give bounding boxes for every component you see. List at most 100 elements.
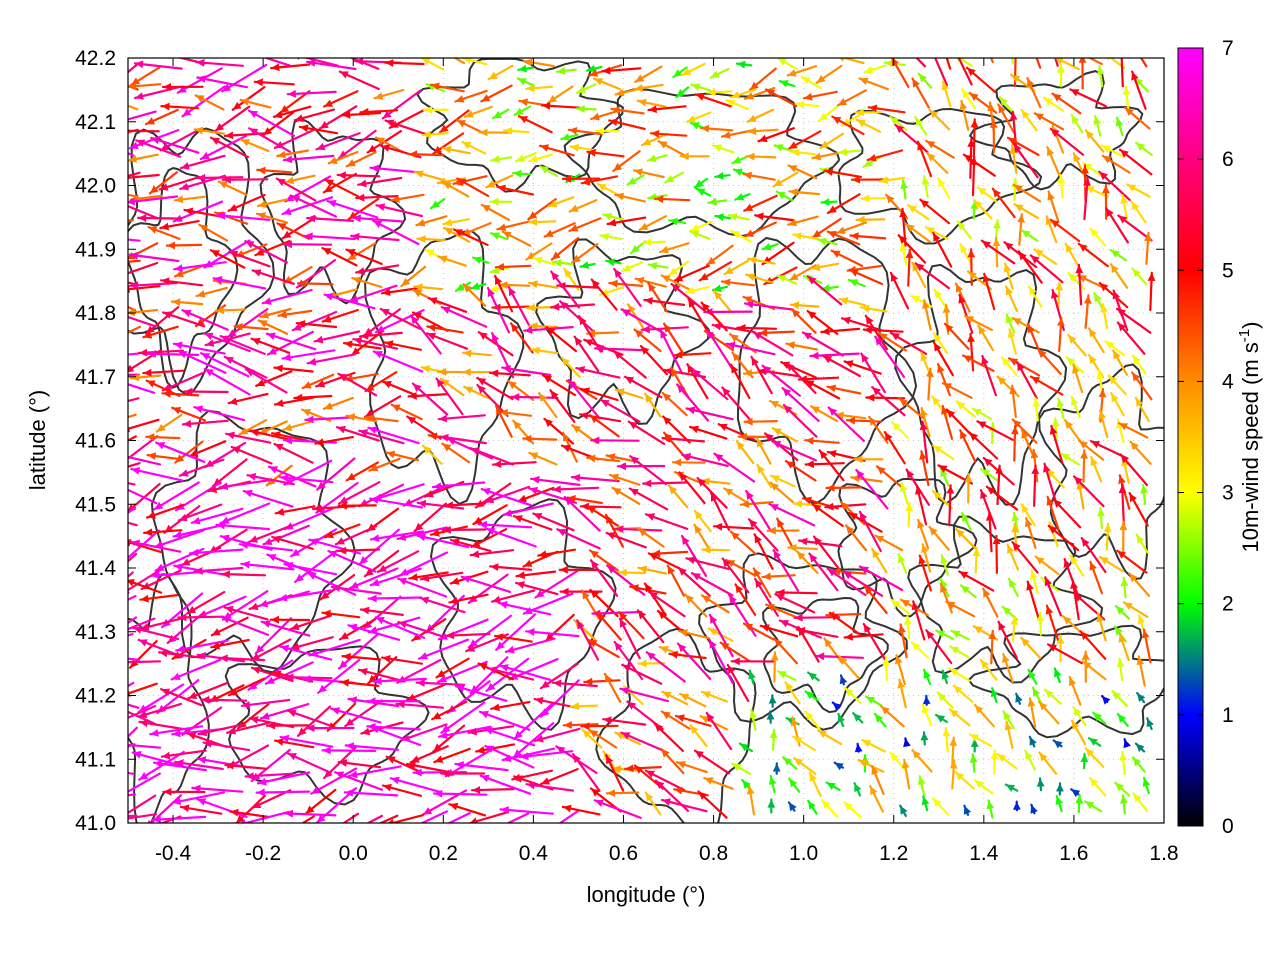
wind-arrow: [432, 702, 466, 720]
wind-arrow: [715, 213, 730, 221]
wind-arrow: [1047, 147, 1059, 174]
wind-arrow: [614, 269, 640, 306]
wind-arrow: [493, 110, 508, 119]
wind-arrow: [1090, 778, 1105, 796]
wind-arrow: [721, 643, 750, 662]
wind-arrow: [938, 178, 949, 198]
wind-arrow: [930, 110, 949, 130]
wind-arrow: [771, 652, 779, 681]
wind-arrow: [936, 715, 947, 723]
wind-arrow: [660, 243, 689, 253]
wind-arrow: [681, 152, 709, 160]
wind-arrow: [86, 136, 133, 156]
wind-arrow: [1086, 748, 1104, 767]
wind-arrow: [281, 816, 314, 836]
wind-arrow: [479, 332, 513, 355]
wind-arrow: [613, 151, 639, 171]
wind-arrow: [1031, 255, 1063, 282]
wind-arrow: [732, 657, 774, 665]
wind-arrow: [441, 770, 484, 778]
wind-arrow: [471, 550, 513, 558]
wind-arrow: [731, 532, 756, 554]
wind-arrow: [810, 773, 821, 796]
wind-arrow: [1137, 693, 1145, 702]
wind-arrow: [774, 173, 798, 187]
wind-arrow: [1120, 795, 1128, 813]
wind-arrow: [1013, 802, 1021, 811]
wind-arrow: [808, 801, 817, 814]
wind-arrow: [472, 786, 514, 794]
wind-arrow: [255, 78, 294, 86]
wind-arrow: [288, 753, 331, 773]
wind-arrow: [580, 412, 620, 421]
wind-arrow: [919, 74, 932, 88]
wind-arrow: [915, 486, 926, 524]
wind-arrow: [912, 642, 928, 657]
wind-arrow: [737, 324, 776, 332]
wind-arrow: [572, 244, 597, 263]
wind-arrow: [842, 317, 881, 330]
wind-arrow: [967, 249, 975, 285]
wind-arrow: [864, 326, 903, 334]
wind-arrow: [456, 761, 508, 770]
wind-arrow: [748, 671, 756, 684]
wind-arrow: [584, 678, 619, 686]
wind-arrow: [226, 762, 267, 770]
wind-arrow: [479, 521, 531, 529]
wind-arrow: [900, 483, 908, 504]
wind-arrow: [912, 750, 931, 771]
wind-arrow: [1054, 669, 1061, 683]
wind-arrow: [163, 311, 204, 326]
wind-arrow: [1133, 794, 1147, 811]
wind-arrow: [1098, 411, 1107, 438]
wind-arrow: [1090, 228, 1105, 245]
wind-arrow: [827, 783, 840, 790]
colorbar-tick-label: 2: [1222, 593, 1234, 616]
wind-arrow: [838, 90, 866, 105]
wind-arrow: [529, 218, 555, 226]
wind-arrow: [534, 811, 577, 841]
wind-arrow: [844, 802, 861, 817]
wind-arrow: [635, 330, 661, 351]
wind-arrow: [923, 696, 931, 705]
wind-arrow: [422, 58, 444, 70]
wind-arrow: [131, 467, 182, 481]
wind-arrow: [840, 297, 866, 305]
wind-arrow: [528, 199, 555, 219]
wind-arrow: [553, 485, 599, 493]
wind-arrow: [853, 713, 862, 722]
wind-arrow: [789, 188, 819, 196]
wind-arrow: [614, 351, 646, 377]
wind-arrow: [419, 640, 468, 660]
wind-arrow: [861, 195, 885, 203]
wind-arrow: [320, 106, 357, 128]
wind-arrow: [609, 119, 644, 129]
wind-arrow: [1009, 579, 1018, 596]
wind-arrow: [906, 250, 914, 286]
wind-arrow: [713, 144, 733, 152]
wind-arrow: [662, 798, 707, 811]
wind-arrow: [121, 420, 158, 432]
wind-arrow: [284, 240, 331, 248]
wind-arrow: [504, 504, 553, 517]
y-tick-label: 42.2: [75, 47, 116, 70]
wind-arrow: [748, 127, 778, 135]
wind-arrow: [791, 149, 815, 157]
wind-arrow: [318, 660, 359, 693]
wind-arrow: [630, 456, 666, 484]
wind-arrow: [386, 451, 418, 461]
wind-arrow: [222, 570, 265, 578]
wind-arrow: [473, 257, 488, 264]
contour-line: [1039, 365, 1182, 580]
wind-arrow: [808, 673, 819, 681]
x-tick-label: -0.2: [245, 842, 281, 865]
wind-arrow: [1030, 805, 1037, 814]
wind-arrow: [511, 393, 557, 401]
wind-arrow: [1112, 691, 1126, 706]
wind-arrow: [938, 693, 953, 708]
wind-arrow: [122, 684, 157, 697]
x-tick-label: 1.0: [789, 842, 818, 865]
wind-arrow: [140, 719, 184, 729]
wind-arrow: [1131, 442, 1151, 464]
wind-arrow: [526, 84, 552, 92]
